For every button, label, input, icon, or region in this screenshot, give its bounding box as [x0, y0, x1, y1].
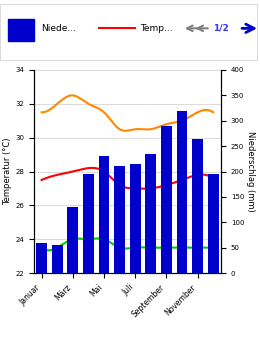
FancyBboxPatch shape — [0, 5, 257, 60]
Bar — [99, 156, 109, 273]
Bar — [161, 126, 172, 273]
Bar — [145, 154, 156, 273]
Text: Niede...: Niede... — [42, 24, 77, 33]
Y-axis label: Temperatur (°C): Temperatur (°C) — [3, 138, 12, 205]
Bar — [177, 111, 187, 273]
Bar — [192, 139, 203, 273]
Bar — [36, 243, 47, 273]
Bar — [83, 174, 94, 273]
Bar — [114, 166, 125, 273]
Text: 1/2: 1/2 — [213, 24, 229, 33]
Text: Temp...: Temp... — [140, 24, 173, 33]
Bar — [130, 164, 141, 273]
Bar — [52, 245, 63, 273]
Y-axis label: Niederschlag (mm): Niederschlag (mm) — [246, 131, 255, 212]
Bar — [208, 174, 219, 273]
Bar — [67, 207, 78, 273]
